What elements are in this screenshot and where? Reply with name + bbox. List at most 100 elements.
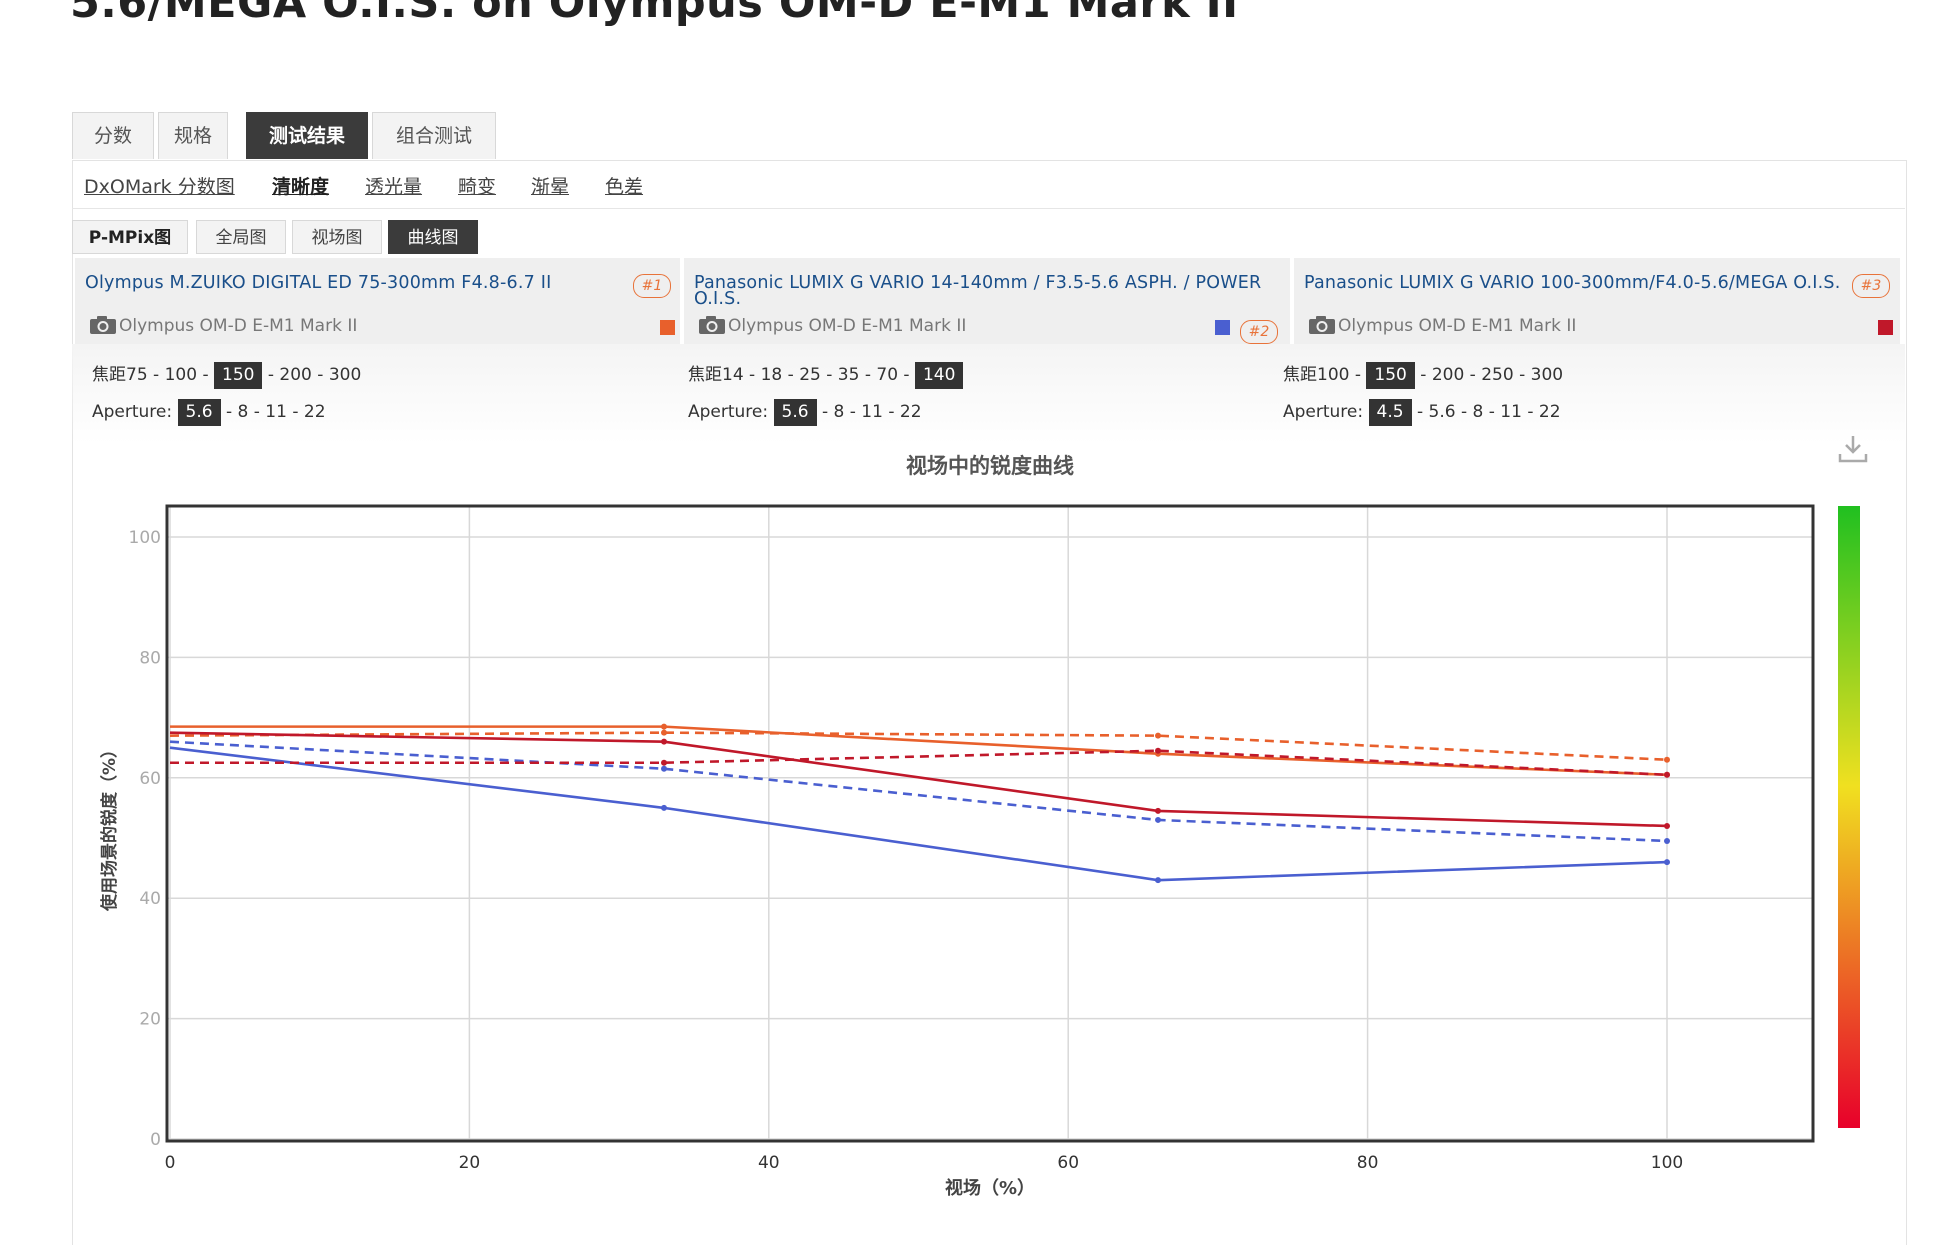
separator: - <box>311 365 329 385</box>
separator: - <box>743 365 761 385</box>
subtab-sharpness[interactable]: 清晰度 <box>272 176 330 198</box>
aperture-label: Aperture: <box>688 402 774 422</box>
lens-name-link[interactable]: Panasonic LUMIX G VARIO 100-300mm/F4.0-5… <box>1304 273 1841 293</box>
separator: - <box>1455 402 1473 422</box>
tab-scores[interactable]: 分数 <box>72 112 154 159</box>
rank-badge: #2 <box>1240 320 1278 344</box>
data-point[interactable] <box>661 804 668 811</box>
camera-label: Olympus OM-D E-M1 Mark II <box>89 315 357 336</box>
y-axis-label: 使用场景的锐度（%） <box>99 741 120 912</box>
data-point[interactable] <box>1664 771 1670 778</box>
separator: - <box>262 365 280 385</box>
subtab-vignetting[interactable]: 渐晕 <box>531 176 570 198</box>
lens-name-link[interactable]: Olympus M.ZUIKO DIGITAL ED 75-300mm F4.8… <box>85 273 552 293</box>
focal-option[interactable]: 300 <box>1530 365 1564 385</box>
divider <box>72 208 1905 209</box>
aperture-option[interactable]: 22 <box>899 402 922 422</box>
separator: - <box>1414 365 1432 385</box>
viewtab-pmpix[interactable]: P-MPix图 <box>72 220 188 254</box>
aperture-option[interactable]: 22 <box>303 402 326 422</box>
subtab-distortion[interactable]: 畸变 <box>458 176 497 198</box>
viewtab-field[interactable]: 视场图 <box>292 220 382 254</box>
focal-option[interactable]: 140 <box>914 362 964 389</box>
focal-option[interactable]: 25 <box>799 365 821 385</box>
data-point[interactable] <box>661 729 668 736</box>
separator: - <box>286 402 304 422</box>
subtab-dxomark-score[interactable]: DxOMark 分数图 <box>84 176 235 198</box>
aperture-option[interactable]: 5.6 <box>177 399 221 426</box>
aperture-selector-3: Aperture: 4.5 - 5.6 - 8 - 11 - 22 <box>1283 399 1561 426</box>
tab-test-results[interactable]: 测试结果 <box>246 112 368 159</box>
focal-option[interactable]: 100 <box>164 365 198 385</box>
focal-option[interactable]: 200 <box>1431 365 1465 385</box>
subtab-transmission[interactable]: 透光量 <box>365 176 423 198</box>
data-point[interactable] <box>661 765 668 772</box>
aperture-label: Aperture: <box>92 402 178 422</box>
data-point[interactable] <box>661 759 668 766</box>
viewtab-global[interactable]: 全局图 <box>196 220 286 254</box>
camera-icon <box>90 316 116 334</box>
viewtab-curve[interactable]: 曲线图 <box>388 220 478 254</box>
data-point[interactable] <box>1155 807 1162 814</box>
x-tick-label: 100 <box>1651 1153 1683 1173</box>
data-point[interactable] <box>1155 816 1162 823</box>
data-point[interactable] <box>1155 747 1162 754</box>
aperture-option[interactable]: 5.6 <box>1428 402 1456 422</box>
data-point[interactable] <box>1664 822 1670 829</box>
aperture-option[interactable]: 22 <box>1538 402 1561 422</box>
focal-option[interactable]: 150 <box>1366 362 1415 389</box>
series-line-5 <box>169 731 1668 828</box>
focal-option[interactable]: 300 <box>328 365 362 385</box>
camera-name: Olympus OM-D E-M1 Mark II <box>1338 316 1577 336</box>
focal-option[interactable]: 35 <box>837 365 860 385</box>
aperture-option[interactable]: 8 <box>833 402 845 422</box>
y-tick-label: 20 <box>139 1010 161 1030</box>
data-point[interactable] <box>1155 877 1162 884</box>
data-point[interactable] <box>1664 756 1670 763</box>
camera-icon <box>699 316 725 334</box>
separator: - <box>197 365 214 385</box>
tab-specs[interactable]: 规格 <box>158 112 228 159</box>
download-icon[interactable] <box>1836 432 1870 466</box>
aperture-option[interactable]: 4.5 <box>1368 399 1412 426</box>
data-point[interactable] <box>1664 859 1670 866</box>
data-point[interactable] <box>661 738 668 745</box>
lens-name-line2: O.I.S. <box>694 289 742 309</box>
focal-option[interactable]: 14 <box>722 365 744 385</box>
lens-name-link[interactable]: Panasonic LUMIX G VARIO 14-140mm / F3.5-… <box>694 268 1261 314</box>
focal-option[interactable]: 150 <box>214 362 263 389</box>
aperture-option[interactable]: 8 <box>237 402 249 422</box>
aperture-label: Aperture: <box>1283 402 1369 422</box>
y-tick-label: 0 <box>150 1130 161 1150</box>
focal-option[interactable]: 18 <box>760 365 783 385</box>
x-axis-label: 视场（%） <box>945 1177 1035 1199</box>
chart-grid <box>167 506 1813 1141</box>
aperture-option[interactable]: 11 <box>265 402 287 422</box>
tab-combo-tests[interactable]: 组合测试 <box>372 112 496 159</box>
aperture-option[interactable]: 5.6 <box>773 399 817 426</box>
lens-name-line1: Panasonic LUMIX G VARIO 14-140mm / F3.5-… <box>694 273 1262 293</box>
aperture-option[interactable]: 11 <box>1500 402 1522 422</box>
aperture-option[interactable]: 11 <box>861 402 883 422</box>
y-tick-label: 40 <box>139 889 161 909</box>
x-axis-ticks: 0 20 40 60 80 100 <box>165 1153 1684 1173</box>
separator: - <box>220 402 238 422</box>
lens-card-1: Olympus M.ZUIKO DIGITAL ED 75-300mm F4.8… <box>75 258 680 344</box>
focal-option[interactable]: 70 <box>876 365 899 385</box>
focal-option[interactable]: 250 <box>1481 365 1514 385</box>
sharpness-color-scale <box>1838 506 1860 1128</box>
aperture-selector-1: Aperture: 5.6 - 8 - 11 - 22 <box>92 399 326 426</box>
data-point[interactable] <box>661 723 668 730</box>
x-tick-label: 0 <box>165 1153 176 1173</box>
data-point[interactable] <box>1155 732 1162 739</box>
focal-label: 焦距 <box>1283 365 1317 385</box>
subtab-chromatic-aberration[interactable]: 色差 <box>605 176 644 198</box>
aperture-option[interactable]: 8 <box>1472 402 1484 422</box>
chart-title: 视场中的锐度曲线 <box>906 454 1074 478</box>
focal-option[interactable]: 200 <box>279 365 312 385</box>
focal-option[interactable]: 75 <box>126 365 148 385</box>
focal-option[interactable]: 100 <box>1317 365 1350 385</box>
focal-selector-1: 焦距75 - 100 - 150 - 200 - 300 <box>92 360 361 389</box>
data-point[interactable] <box>1664 838 1670 845</box>
camera-label: Olympus OM-D E-M1 Mark II <box>1308 315 1576 336</box>
